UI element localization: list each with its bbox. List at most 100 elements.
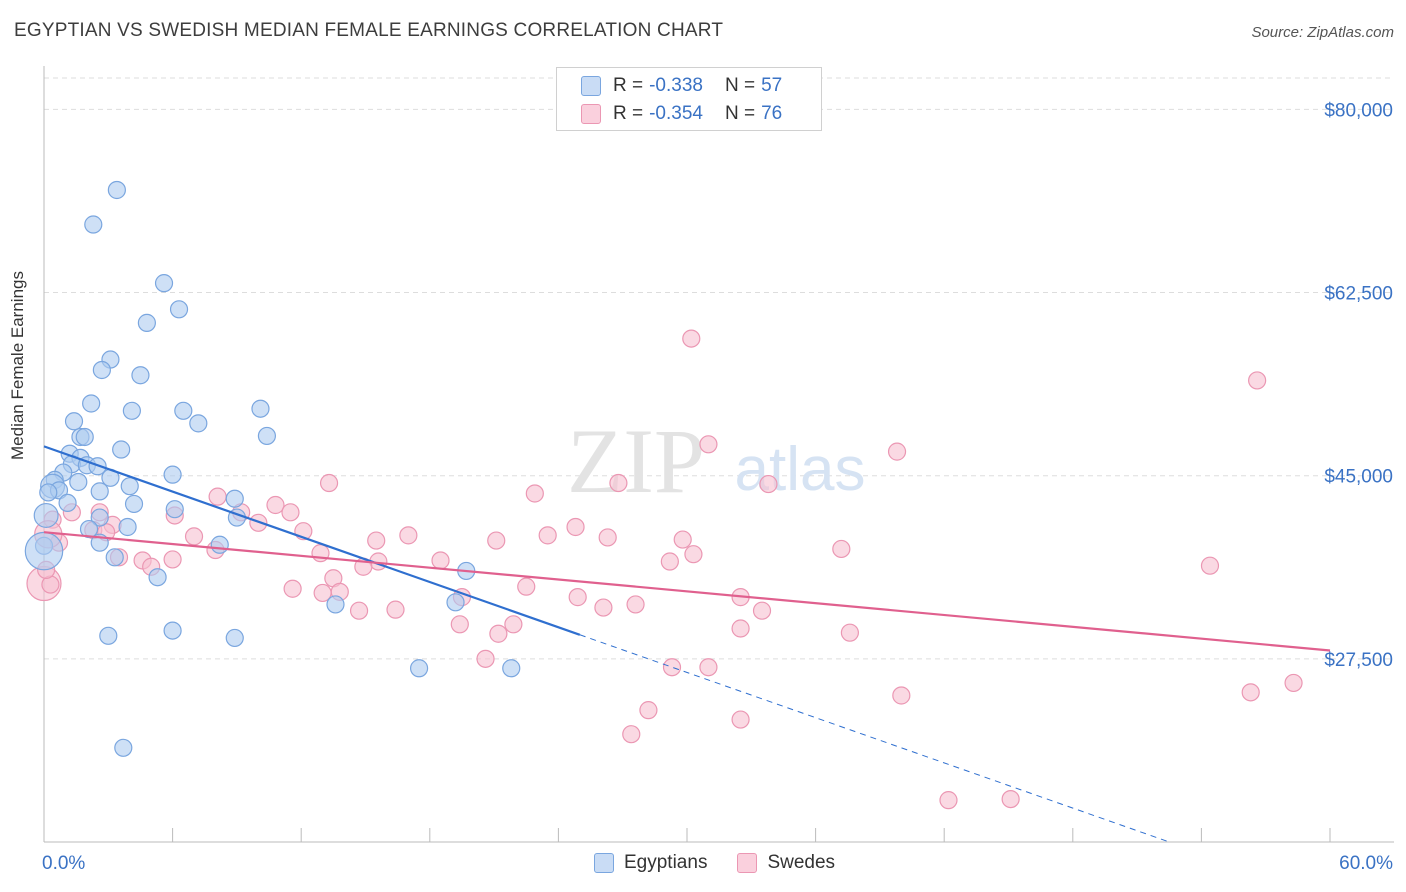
legend-item-egyptians[interactable]: Egyptians xyxy=(594,852,707,874)
swede-point xyxy=(208,487,227,506)
swede-point xyxy=(887,442,907,461)
swede-point xyxy=(598,528,617,547)
egyptians-r-value: -0.338 xyxy=(649,75,703,96)
swede-point xyxy=(349,601,369,620)
watermark-atlas: atlas xyxy=(735,435,866,504)
egyptians-n-value: 57 xyxy=(761,75,783,96)
egyptian-point xyxy=(114,738,133,757)
egyptian-point xyxy=(33,502,59,528)
swede-point xyxy=(622,725,641,744)
swedes-legend-swatch xyxy=(737,853,758,873)
swede-point xyxy=(283,579,302,598)
egyptian-point xyxy=(163,465,182,484)
legend-item-swedes[interactable]: Swedes xyxy=(737,852,835,874)
egyptian-point xyxy=(112,440,131,459)
egyptian-point xyxy=(39,483,58,502)
egyptian-point xyxy=(79,519,99,539)
chart-title: EGYPTIAN VS SWEDISH MEDIAN FEMALE EARNIN… xyxy=(14,20,724,41)
egyptian-point xyxy=(154,274,174,293)
egyptians-n-label: N = xyxy=(724,75,756,96)
watermark-zip: ZIP xyxy=(567,410,705,512)
swede-point xyxy=(184,527,204,546)
series-legend: Egyptians Swedes xyxy=(594,852,865,874)
swede-point xyxy=(832,539,851,559)
swede-point xyxy=(489,624,508,643)
swede-point xyxy=(386,600,405,619)
egyptian-point xyxy=(58,493,77,513)
swede-point xyxy=(752,601,772,620)
legend-row-swedes: R = -0.354 N = 76 xyxy=(581,102,782,126)
egyptian-point xyxy=(446,593,465,612)
swede-point xyxy=(939,791,958,810)
egyptian-point xyxy=(120,477,139,496)
swede-point xyxy=(892,686,911,705)
swede-point xyxy=(431,551,450,570)
egyptian-point xyxy=(131,366,150,385)
swedes-legend-label: Swedes xyxy=(767,852,836,873)
egyptian-point xyxy=(257,426,277,446)
swede-point xyxy=(525,484,544,503)
swede-point xyxy=(699,435,718,454)
swedes-trendline xyxy=(43,531,1331,652)
swede-point xyxy=(1200,556,1220,575)
egyptian-point xyxy=(225,628,244,648)
egyptian-point xyxy=(90,482,109,501)
egyptian-point xyxy=(69,472,88,492)
swede-point xyxy=(476,649,495,668)
correlation-legend: R = -0.338 N = 57 R = -0.354 N = 76 xyxy=(556,67,822,131)
swede-point xyxy=(1284,673,1303,693)
swedes-n-value: 76 xyxy=(761,103,783,124)
egyptians-legend-label: Egyptians xyxy=(624,852,708,873)
egyptians-trendline xyxy=(43,445,581,636)
egyptian-point xyxy=(174,401,193,420)
egyptian-point xyxy=(409,659,429,678)
swede-point xyxy=(517,577,536,596)
swede-point xyxy=(673,530,692,549)
swedes-n-label: N = xyxy=(724,103,756,124)
egyptian-point xyxy=(82,394,101,413)
swede-point xyxy=(731,710,750,729)
swede-point xyxy=(266,495,285,515)
chart-source: Source: ZipAtlas.com xyxy=(1251,24,1394,41)
egyptian-point xyxy=(90,508,109,527)
y-tick-label: $27,500 xyxy=(1324,650,1393,671)
egyptian-point xyxy=(163,621,182,640)
egyptian-point xyxy=(122,401,141,420)
swede-point xyxy=(538,526,557,545)
egyptians-swatch xyxy=(581,76,601,96)
x-tick-label-left: 0.0% xyxy=(42,853,85,874)
swede-point xyxy=(1001,789,1020,809)
swede-point xyxy=(639,701,658,720)
swede-point xyxy=(367,531,386,550)
swede-point xyxy=(699,658,718,677)
egyptian-point xyxy=(92,360,111,380)
egyptian-point xyxy=(210,535,229,554)
egyptian-point xyxy=(189,414,208,433)
egyptian-point xyxy=(75,427,94,447)
swede-point xyxy=(731,619,750,638)
swede-point xyxy=(662,658,682,677)
egyptian-point xyxy=(502,659,521,678)
egyptian-point xyxy=(251,399,270,418)
legend-row-egyptians: R = -0.338 N = 57 xyxy=(581,74,782,98)
swede-point xyxy=(626,595,645,614)
egyptian-point xyxy=(64,412,84,431)
swede-point xyxy=(281,503,300,522)
swede-point xyxy=(594,598,613,617)
swede-point xyxy=(450,615,469,634)
egyptian-point xyxy=(107,180,126,200)
egyptian-point xyxy=(326,595,345,614)
swede-point xyxy=(568,588,587,607)
swede-point xyxy=(399,526,418,545)
swede-point xyxy=(609,473,628,493)
swede-point xyxy=(684,545,703,564)
swede-point xyxy=(319,473,339,493)
swede-point xyxy=(163,550,182,569)
egyptians-trendline-extension xyxy=(579,634,1170,843)
swede-point xyxy=(759,474,778,494)
swede-point xyxy=(840,623,859,642)
swedes-swatch xyxy=(581,104,601,124)
egyptian-point xyxy=(225,489,244,508)
egyptians-legend-swatch xyxy=(594,853,614,873)
